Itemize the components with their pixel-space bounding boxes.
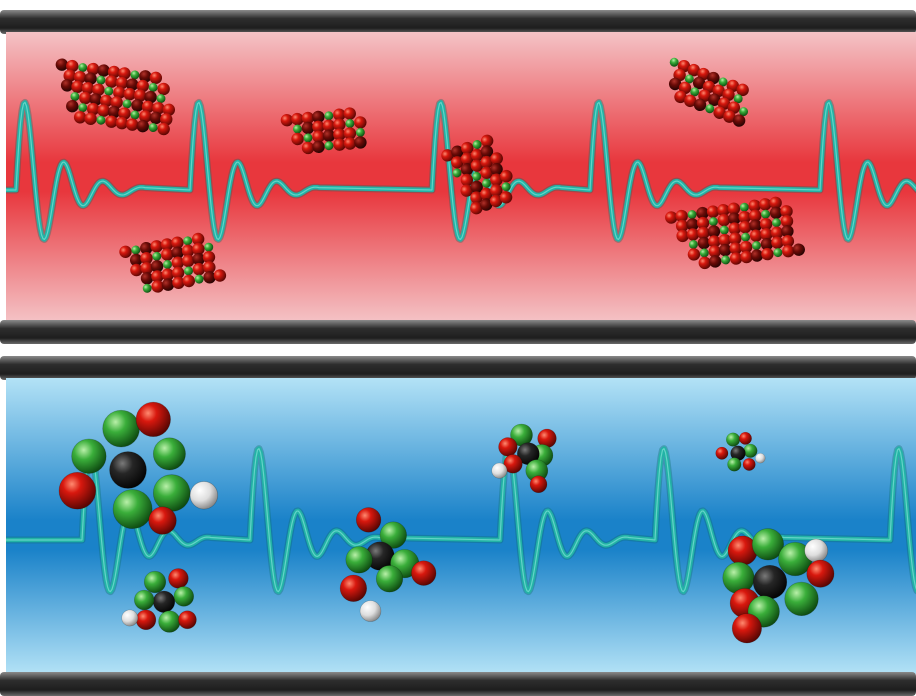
molecule-2: [121, 568, 197, 633]
crystal-cluster-5: [668, 57, 749, 127]
blue-channel: [0, 356, 916, 696]
red-channel-bottom-wall: [0, 320, 916, 344]
crystal-cluster-6: [665, 196, 805, 270]
crystal-cluster-3: [119, 232, 227, 293]
molecule-5: [715, 431, 766, 472]
crystal-cluster-1: [55, 58, 176, 136]
blue-channel-waveform: [6, 445, 916, 596]
molecule-1: [58, 401, 219, 535]
crystal-clusters: [55, 57, 805, 293]
molecule-6: [722, 528, 835, 644]
blue-channel-bottom-wall: [0, 672, 916, 696]
molecule-4: [491, 423, 557, 494]
red-channel: [0, 10, 916, 344]
red-channel-top-wall: [0, 10, 916, 34]
molecules: [58, 401, 835, 644]
blue-channel-top-wall: [0, 356, 916, 380]
molecule-3: [339, 507, 437, 622]
crystal-cluster-2: [280, 107, 367, 155]
crystal-cluster-4: [441, 134, 513, 215]
